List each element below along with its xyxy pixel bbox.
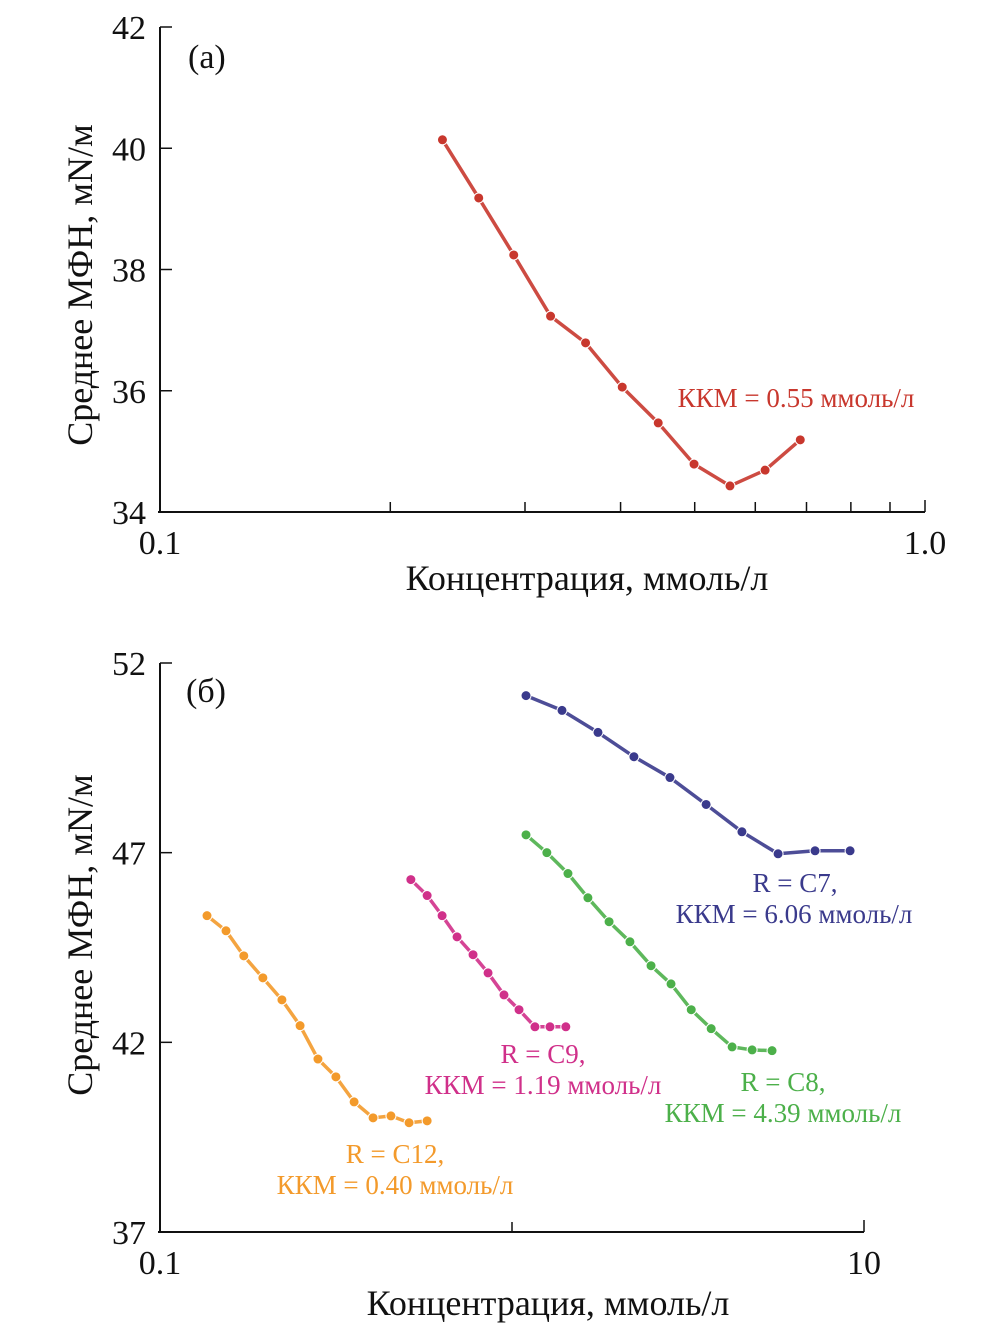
- data-point: [201, 910, 213, 922]
- data-point: [513, 1004, 525, 1016]
- data-point: [482, 967, 494, 979]
- data-point: [529, 1021, 541, 1033]
- x-tick-label: 10: [847, 1245, 881, 1282]
- data-point: [592, 726, 604, 738]
- data-point: [726, 1041, 738, 1053]
- data-point: [560, 1021, 572, 1033]
- data-point: [665, 978, 677, 990]
- x-tick-label: 0.1: [139, 525, 182, 562]
- data-point: [312, 1053, 324, 1065]
- data-point: [582, 892, 594, 904]
- series-3: R = C7,ККМ = 6.06 ммоль/л: [520, 690, 913, 929]
- data-point: [652, 417, 664, 429]
- data-point: [794, 434, 806, 446]
- y-tick-label: 36: [112, 374, 146, 411]
- series-line: [409, 878, 566, 1029]
- data-point: [467, 949, 479, 961]
- y-tick-label: 47: [112, 836, 146, 873]
- data-point: [664, 772, 676, 784]
- data-point: [844, 845, 856, 857]
- data-point: [759, 464, 771, 476]
- series-line: [524, 833, 773, 1053]
- y-tick-label: 42: [112, 1025, 146, 1062]
- x-axis-title: Концентрация, ммоль/л: [367, 1283, 730, 1323]
- series-annotation: ККМ = 1.19 ммоль/л: [425, 1070, 662, 1100]
- data-point: [257, 972, 269, 984]
- series-annotation: ККМ = 0.40 ммоль/л: [277, 1170, 514, 1200]
- series-0: ККМ = 0.55 ммоль/л: [436, 134, 915, 492]
- data-point: [688, 458, 700, 470]
- series-annotation: ККМ = 0.55 ммоль/л: [678, 383, 915, 413]
- data-point: [520, 690, 532, 702]
- data-point: [624, 936, 636, 948]
- series-1: R = C9,ККМ = 1.19 ммоль/л: [405, 874, 662, 1100]
- series-annotation: ККМ = 4.39 ммоль/л: [665, 1098, 902, 1128]
- panel-a: 34 36 38 40 42 0.1 1.0 Концентрация, ммоль/л Сре…: [60, 10, 946, 598]
- data-point: [436, 910, 448, 922]
- series-line: [525, 694, 851, 856]
- series-2: R = C8,ККМ = 4.39 ммоль/л: [520, 829, 902, 1128]
- data-point: [746, 1044, 758, 1056]
- y-tick-label: 42: [112, 10, 146, 47]
- data-point: [736, 826, 748, 838]
- data-point: [385, 1110, 397, 1122]
- series-annotation: R = C8,: [741, 1067, 826, 1097]
- data-point: [330, 1071, 342, 1083]
- data-point: [403, 1117, 415, 1129]
- data-point: [685, 1004, 697, 1016]
- data-point: [508, 249, 520, 261]
- data-point: [220, 925, 232, 937]
- data-point: [421, 890, 433, 902]
- data-point: [238, 950, 250, 962]
- data-point: [541, 847, 553, 859]
- data-point: [498, 989, 510, 1001]
- data-point: [294, 1020, 306, 1032]
- y-tick-label: 34: [112, 495, 146, 532]
- panel-label: (б): [186, 673, 226, 710]
- data-point: [473, 192, 485, 204]
- y-axis-title: Среднее МФН, мN/м: [60, 124, 100, 446]
- data-point: [628, 751, 640, 763]
- data-point: [603, 916, 615, 928]
- panel-label: (a): [188, 39, 226, 76]
- panel-b: 37 42 47 52 0.1 10 Концентрация, ммоль/л Средне…: [60, 646, 912, 1323]
- data-point: [766, 1045, 778, 1057]
- data-point: [276, 994, 288, 1006]
- data-point: [562, 868, 574, 880]
- series-annotation: R = C9,: [501, 1039, 586, 1069]
- data-point: [705, 1023, 717, 1035]
- data-point: [520, 829, 532, 841]
- data-point: [544, 1021, 556, 1033]
- x-tick-label: 0.1: [139, 1245, 182, 1282]
- y-tick-label: 37: [112, 1215, 146, 1252]
- data-point: [616, 381, 628, 393]
- x-axis-title: Концентрация, ммоль/л: [406, 558, 769, 598]
- data-point: [545, 310, 557, 322]
- series-annotation: R = C7,: [753, 868, 838, 898]
- data-point: [772, 848, 784, 860]
- data-point: [348, 1096, 360, 1108]
- data-point: [556, 704, 568, 716]
- data-point: [809, 845, 821, 857]
- data-point: [405, 874, 417, 886]
- y-axis-title: Среднее МФН, мN/м: [60, 774, 100, 1096]
- data-point: [724, 480, 736, 492]
- data-point: [645, 960, 657, 972]
- data-point: [421, 1115, 433, 1127]
- series-line: [205, 914, 428, 1125]
- series-line: [440, 138, 802, 488]
- y-tick-label: 52: [112, 646, 146, 683]
- data-point: [580, 337, 592, 349]
- x-tick-label: 1.0: [904, 525, 947, 562]
- y-tick-label: 38: [112, 253, 146, 290]
- series-annotation: R = C12,: [346, 1139, 445, 1169]
- series-annotation: ККМ = 6.06 ммоль/л: [676, 899, 913, 929]
- data-point: [436, 134, 448, 146]
- data-point: [367, 1112, 379, 1124]
- series-0: R = C12,ККМ = 0.40 ммоль/л: [201, 910, 514, 1200]
- y-tick-label: 40: [112, 131, 146, 168]
- data-point: [451, 931, 463, 943]
- data-point: [700, 798, 712, 810]
